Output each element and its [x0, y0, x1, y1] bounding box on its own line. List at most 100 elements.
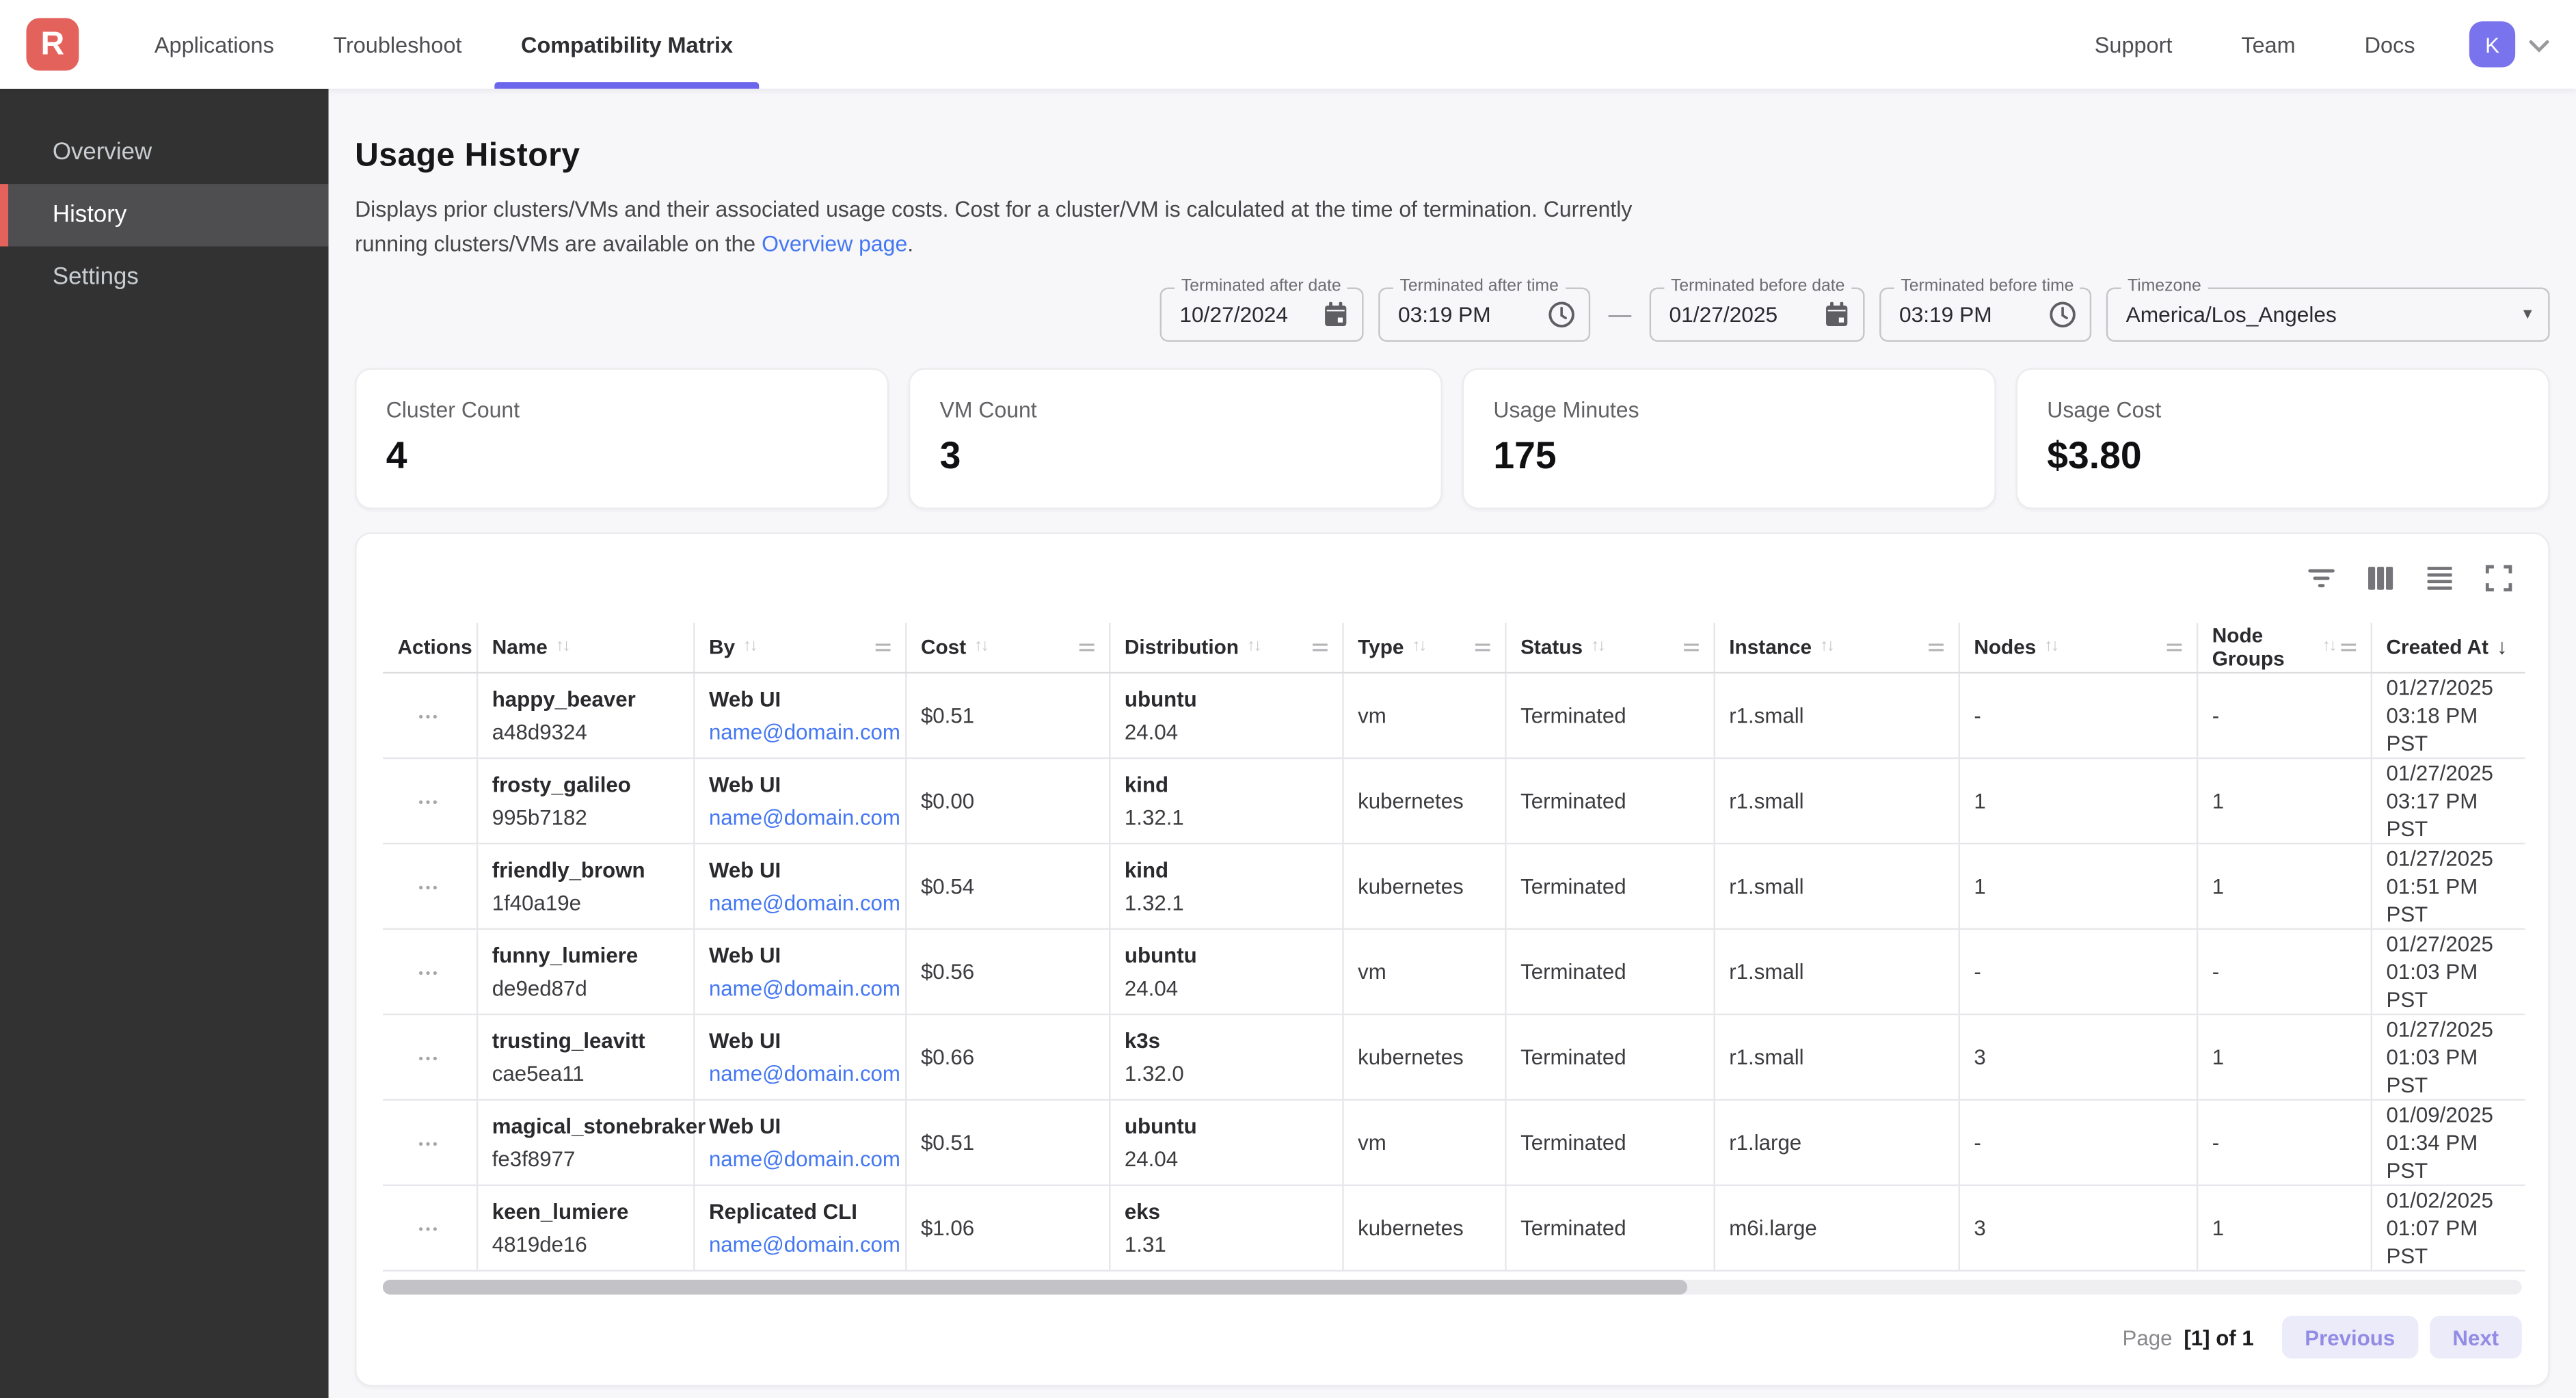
sort-icon[interactable]: ↑↓: [555, 638, 571, 656]
created-date: 01/27/2025: [2386, 931, 2493, 956]
column-header-name[interactable]: Name ↑↓: [476, 621, 695, 674]
type-cell: kubernetes: [1342, 1185, 1506, 1272]
filter-icon[interactable]: [2298, 554, 2344, 600]
row-actions-button[interactable]: •••: [412, 788, 446, 816]
sidebar-item-settings[interactable]: Settings: [52, 264, 139, 291]
distribution-name: ubuntu: [1124, 943, 1197, 968]
drag-handle-icon[interactable]: =: [1683, 635, 1701, 659]
column-header-type[interactable]: Type ↑↓ =: [1342, 621, 1506, 674]
sort-icon[interactable]: ↑↓: [2322, 638, 2337, 656]
created-time: 03:18 PM PST: [2386, 703, 2478, 756]
column-header-status[interactable]: Status ↑↓ =: [1505, 621, 1715, 674]
stat-value: 3: [939, 433, 961, 476]
sort-icon[interactable]: ↑↓: [1412, 638, 1427, 656]
drag-handle-icon[interactable]: =: [1312, 635, 1330, 659]
row-actions-button[interactable]: •••: [412, 1215, 446, 1243]
avatar[interactable]: K: [2469, 21, 2516, 68]
timezone-select[interactable]: Timezone America/Los_Angeles ▼: [2106, 276, 2550, 341]
sort-icon[interactable]: ↑↓: [974, 638, 989, 656]
calendar-icon[interactable]: [1306, 300, 1348, 328]
nodes-cell: 3: [1958, 1185, 2198, 1272]
sort-icon[interactable]: ↑↓: [2044, 638, 2059, 656]
table-scroll-area[interactable]: Actions Name ↑↓ By ↑↓ = Cost ↑↓ = Distributio…: [382, 621, 2525, 1272]
cost-cell: $1.06: [905, 1185, 1110, 1272]
scrollbar-thumb[interactable]: [382, 1280, 1688, 1295]
description-text: Displays prior clusters/VMs and their as…: [355, 197, 1633, 257]
row-actions-button[interactable]: •••: [412, 958, 446, 986]
column-header-by[interactable]: By ↑↓ =: [693, 621, 907, 674]
chevron-down-icon[interactable]: [2528, 38, 2549, 53]
type-cell: vm: [1342, 673, 1506, 760]
tab-applications[interactable]: Applications: [125, 0, 304, 89]
created-by-source: Web UI: [708, 943, 781, 968]
column-header-node-groups[interactable]: Node Groups ↑↓ =: [2196, 621, 2372, 674]
distribution-name: ubuntu: [1124, 686, 1197, 712]
column-header-instance[interactable]: Instance ↑↓ =: [1713, 621, 1959, 674]
drag-handle-icon[interactable]: =: [1475, 635, 1492, 659]
density-icon[interactable]: [2417, 554, 2463, 600]
created-by-email[interactable]: name@domain.com: [708, 805, 900, 830]
horizontal-scrollbar[interactable]: [382, 1280, 2522, 1295]
sort-icon[interactable]: ↑↓: [1247, 638, 1262, 656]
type-cell: kubernetes: [1342, 844, 1506, 930]
tab-compatibility-matrix[interactable]: Compatibility Matrix: [492, 0, 763, 89]
drag-handle-icon[interactable]: =: [2166, 635, 2184, 659]
terminated-after-date-field[interactable]: Terminated after date 10/27/2024: [1159, 276, 1364, 341]
row-actions-button[interactable]: •••: [412, 873, 446, 901]
nav-link-docs[interactable]: Docs: [2364, 31, 2415, 57]
sort-icon[interactable]: ↑↓: [1591, 638, 1606, 656]
overview-page-link[interactable]: Overview page: [762, 232, 908, 257]
previous-page-button[interactable]: Previous: [2281, 1315, 2418, 1359]
created-by-email[interactable]: name@domain.com: [708, 890, 900, 915]
drag-handle-icon[interactable]: =: [875, 635, 893, 659]
nodes-cell: 3: [1958, 1014, 2198, 1101]
row-actions-button[interactable]: •••: [412, 1044, 446, 1072]
created-by-email[interactable]: name@domain.com: [708, 719, 900, 744]
drag-handle-icon[interactable]: =: [1079, 635, 1097, 659]
nav-link-support[interactable]: Support: [2094, 31, 2173, 57]
column-header-created-at[interactable]: Created At ↓: [2370, 621, 2525, 674]
column-header-cost[interactable]: Cost ↑↓ =: [905, 621, 1110, 674]
field-label: Terminated before time: [1894, 276, 2081, 295]
instance-cell: r1.small: [1713, 929, 1959, 1016]
fullscreen-icon[interactable]: [2476, 554, 2521, 600]
distribution-name: kind: [1124, 857, 1169, 883]
calendar-icon[interactable]: [1807, 300, 1849, 328]
status-cell: Terminated: [1505, 758, 1715, 845]
terminated-after-time-field[interactable]: Terminated after time 03:19 PM: [1378, 276, 1591, 341]
column-header-distribution[interactable]: Distribution ↑↓ =: [1109, 621, 1343, 674]
columns-icon[interactable]: [2357, 554, 2403, 600]
clock-icon[interactable]: [2032, 300, 2077, 328]
drag-handle-icon[interactable]: =: [2340, 635, 2359, 659]
sidebar-item-overview[interactable]: Overview: [52, 139, 152, 166]
tab-troubleshoot[interactable]: Troubleshoot: [304, 0, 492, 89]
created-by-email[interactable]: name@domain.com: [708, 976, 900, 1001]
distribution-name: eks: [1124, 1199, 1161, 1224]
nav-link-team[interactable]: Team: [2241, 31, 2296, 57]
terminated-before-date-field[interactable]: Terminated before date 01/27/2025: [1649, 276, 1865, 341]
column-header-nodes[interactable]: Nodes ↑↓ =: [1958, 621, 2198, 674]
next-page-button[interactable]: Next: [2429, 1315, 2522, 1359]
sidebar-item-history[interactable]: History: [0, 184, 329, 247]
created-by-email[interactable]: name@domain.com: [708, 1232, 900, 1257]
created-by-email[interactable]: name@domain.com: [708, 1061, 900, 1086]
stat-card-vm-count: VM Count 3: [908, 367, 1443, 509]
terminated-before-time-field[interactable]: Terminated before time 03:19 PM: [1879, 276, 2092, 341]
cluster-name: frosty_galileo: [492, 772, 631, 797]
row-actions-button[interactable]: •••: [412, 1129, 446, 1157]
field-label: Terminated after time: [1393, 276, 1566, 295]
clock-icon[interactable]: [1531, 300, 1576, 328]
cost-cell: $0.00: [905, 758, 1110, 845]
ellipsis-icon: •••: [418, 1050, 440, 1066]
table-row: ••• happy_beaver a48d9324 Web UI name@doma…: [382, 673, 2525, 760]
created-by-email[interactable]: name@domain.com: [708, 1146, 900, 1172]
sort-icon[interactable]: ↑↓: [743, 638, 758, 656]
sort-desc-icon[interactable]: ↓: [2496, 634, 2508, 660]
replicated-logo[interactable]: R: [26, 18, 79, 71]
created-date: 01/02/2025: [2386, 1187, 2493, 1213]
sort-icon[interactable]: ↑↓: [1820, 638, 1835, 656]
created-time: 01:03 PM PST: [2386, 1045, 2478, 1098]
column-label: Created At: [2386, 635, 2488, 659]
drag-handle-icon[interactable]: =: [1928, 635, 1946, 659]
row-actions-button[interactable]: •••: [412, 702, 446, 730]
